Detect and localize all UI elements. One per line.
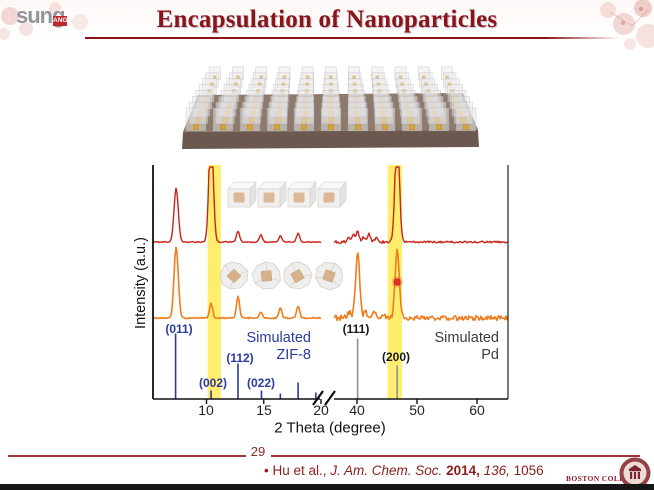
hkl-label-111: (111) bbox=[342, 322, 370, 336]
slide-title: Encapsulation of Nanoparticles bbox=[156, 6, 498, 33]
cube-sample-icons bbox=[227, 181, 347, 208]
citation: • Hu et al., J. Am. Chem. Soc. 2014, 136… bbox=[264, 463, 544, 478]
hkl-label-200: (200) bbox=[381, 350, 411, 364]
xrd-curve bbox=[152, 246, 321, 320]
x-axis-label: 2 Theta (degree) bbox=[274, 419, 386, 437]
header-molecule-decoration bbox=[0, 0, 654, 50]
simulated-zif8-annotation: Simulated ZIF-8 bbox=[246, 330, 311, 363]
x-tick-50: 50 bbox=[409, 402, 425, 418]
x-tick-15: 15 bbox=[256, 402, 272, 418]
x-tick-20: 20 bbox=[313, 402, 329, 418]
x-tick-40: 40 bbox=[349, 402, 365, 418]
x-tick-10: 10 bbox=[198, 402, 214, 418]
hkl-label-002: (002) bbox=[198, 376, 228, 390]
boston-college-seal-icon bbox=[619, 457, 651, 489]
axis-break-mark bbox=[312, 390, 324, 406]
peak-marker bbox=[393, 278, 401, 286]
university-logo: sung ang bbox=[4, 1, 99, 39]
x-tick-60: 60 bbox=[469, 402, 485, 418]
hkl-label-011: (011) bbox=[165, 322, 193, 336]
slide-header: sung ang Encapsulation of Nanoparticles bbox=[0, 0, 654, 50]
page-number: 29 bbox=[250, 444, 266, 459]
footer-rule-left bbox=[8, 455, 246, 457]
title-underline bbox=[85, 37, 620, 39]
boston-college-wordmark: BOSTON COLLEGE bbox=[566, 474, 642, 483]
footer-rule-right bbox=[271, 455, 640, 457]
xrd-curve bbox=[152, 166, 322, 244]
university-logo-badge: ang bbox=[53, 16, 68, 26]
y-axis-label: Intensity (a.u.) bbox=[133, 237, 149, 329]
simulated-pd-annotation: Simulated Pd bbox=[434, 330, 499, 363]
xrd-curve bbox=[333, 248, 509, 322]
hkl-label-112: (112) bbox=[226, 351, 254, 365]
nanoparticle-array-illustration bbox=[182, 66, 479, 149]
bottom-border-bar bbox=[0, 484, 654, 490]
axis-break-mark bbox=[324, 390, 336, 406]
citation-bullet: • bbox=[264, 463, 269, 478]
xrd-curve bbox=[333, 166, 509, 245]
highlight-band bbox=[207, 165, 221, 398]
hkl-label-022: (022) bbox=[246, 376, 276, 390]
polyhedron-sample-icons bbox=[219, 261, 344, 291]
